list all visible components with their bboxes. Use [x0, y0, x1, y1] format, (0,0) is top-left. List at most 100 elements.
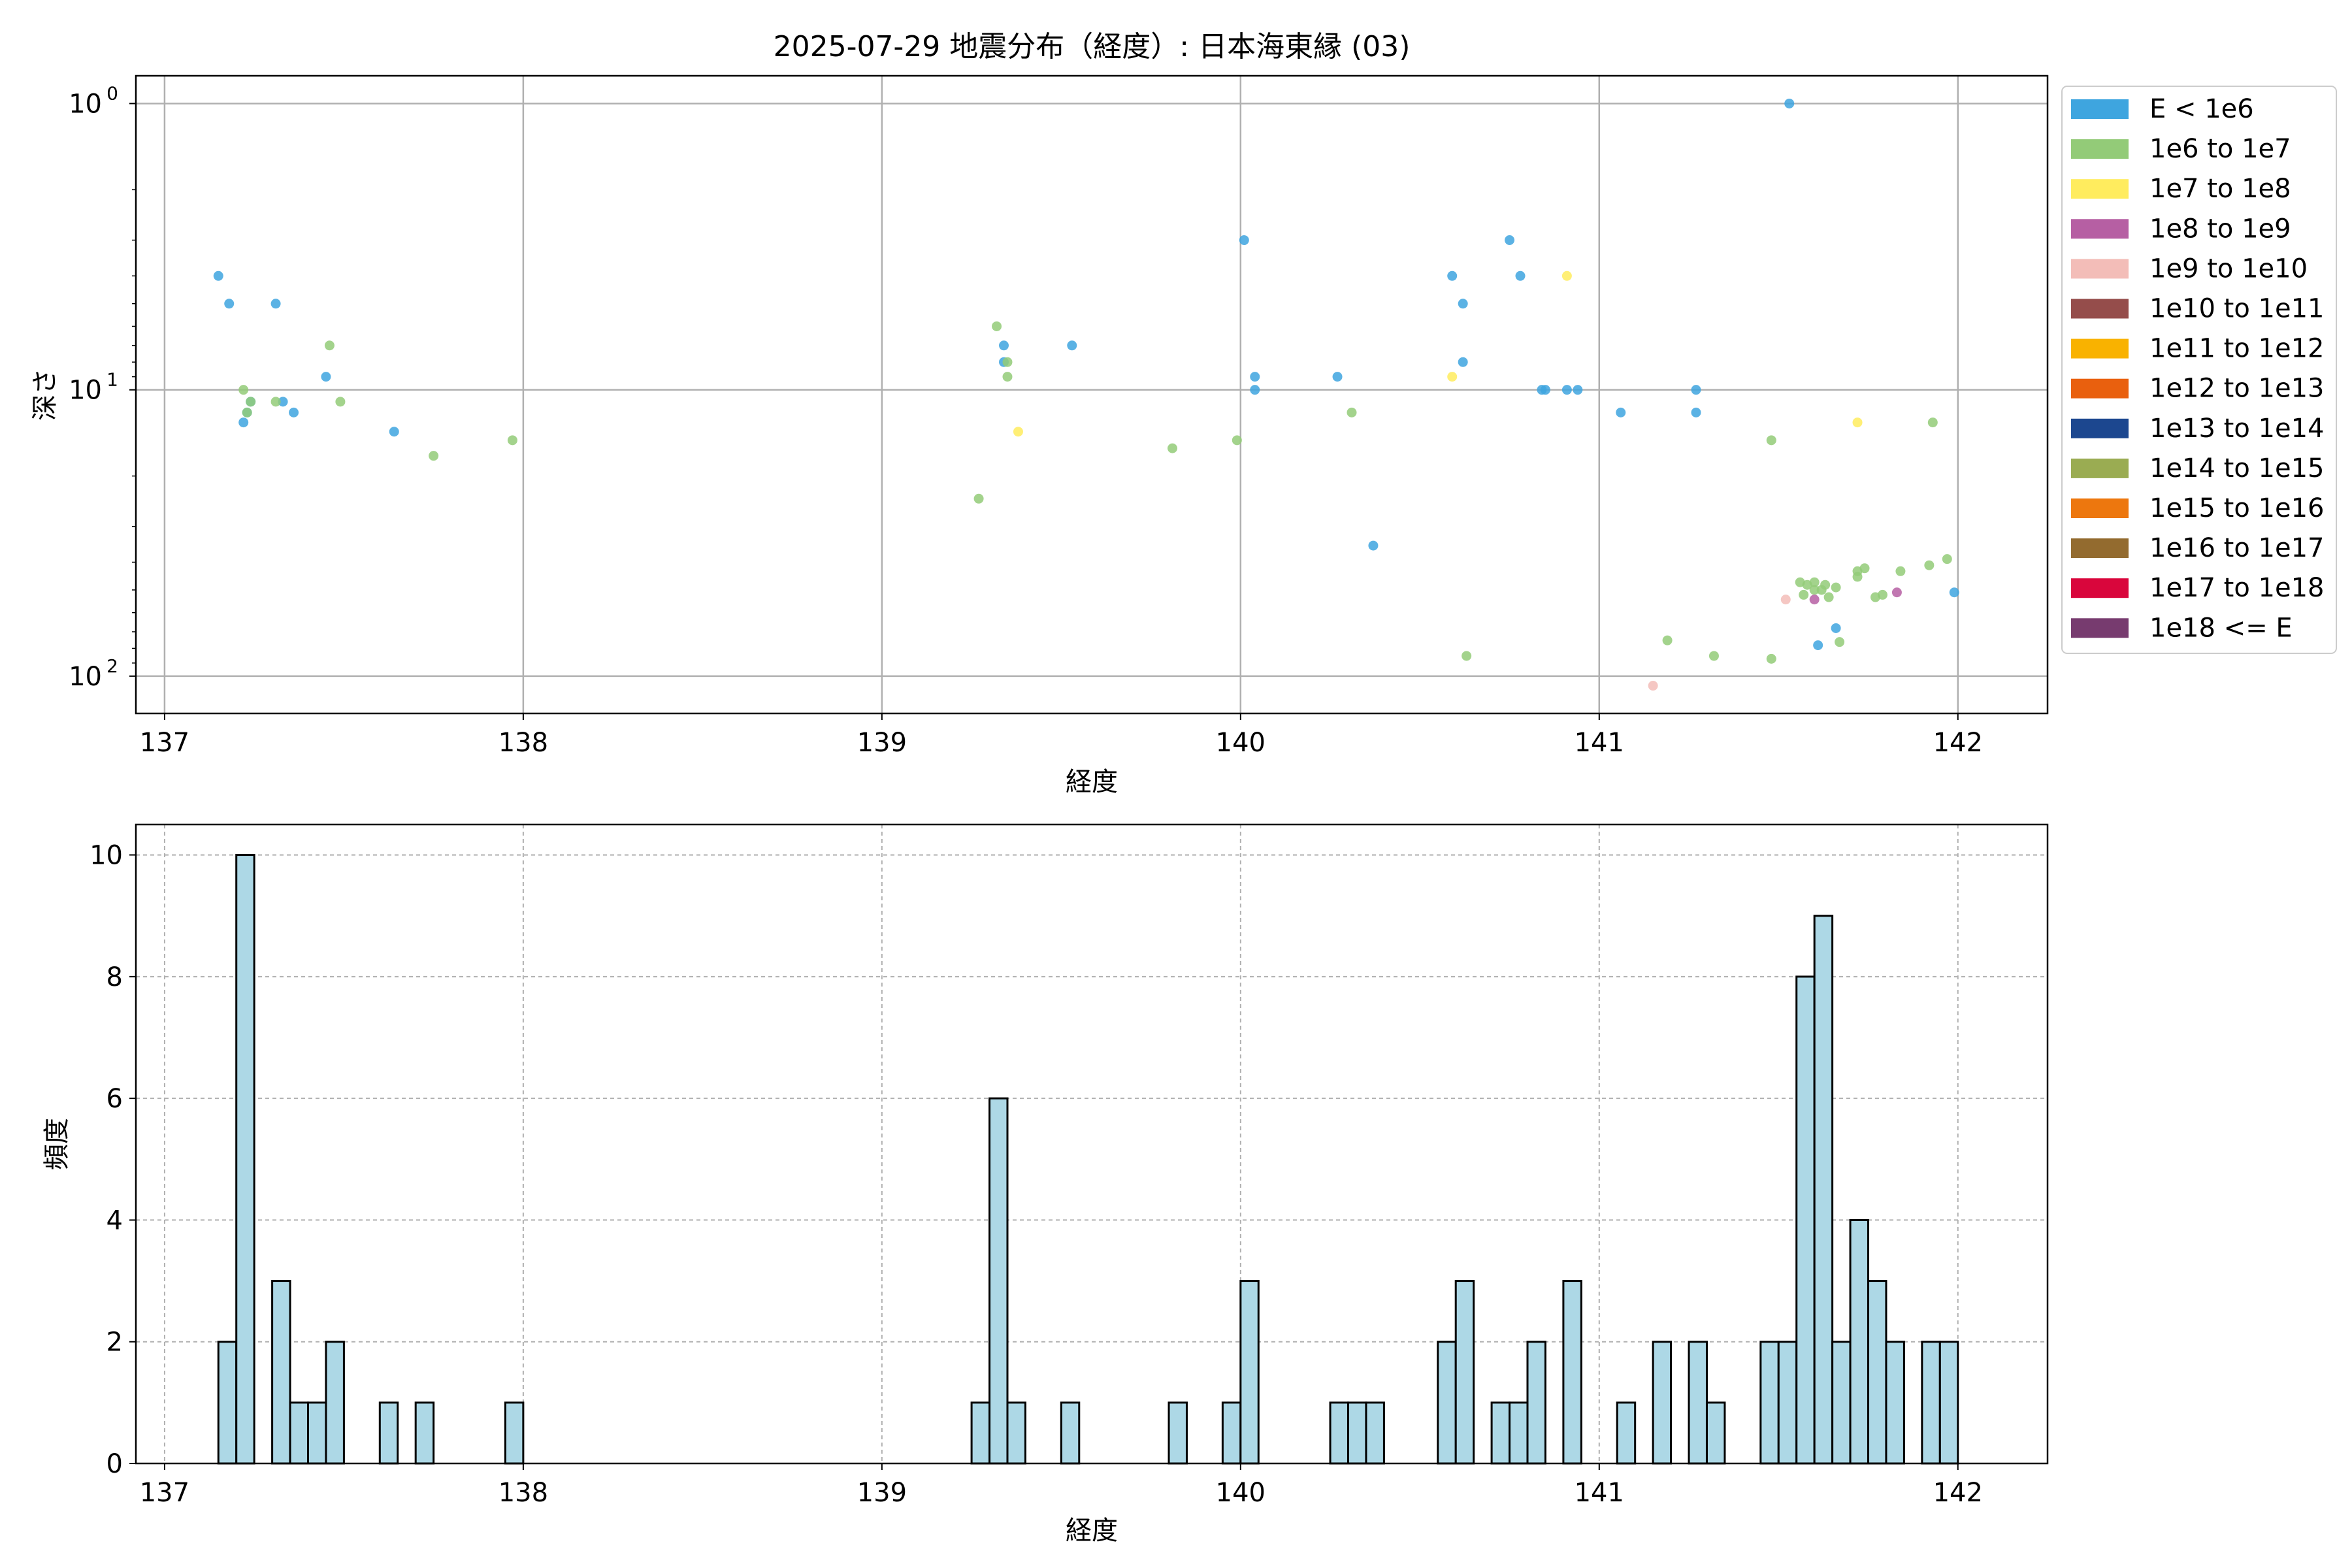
histogram-bar [1239, 1280, 1260, 1465]
histogram-x-tick-label: 137 [140, 1478, 189, 1508]
scatter-point [1067, 340, 1077, 351]
histogram-bar [307, 1401, 327, 1465]
histogram-y-tick-label: 0 [106, 1449, 123, 1479]
scatter-point [1250, 385, 1260, 395]
scatter-x-tick-label: 139 [857, 728, 907, 758]
scatter-point [1895, 566, 1906, 576]
legend-swatch [2071, 299, 2129, 319]
legend-swatch [2071, 458, 2129, 478]
histogram-bar [1221, 1401, 1242, 1465]
histogram-bar [271, 1280, 291, 1465]
legend-label: 1e16 to 1e17 [2149, 533, 2325, 563]
scatter-x-tick-label: 138 [498, 728, 548, 758]
histogram-bar [1777, 1341, 1798, 1465]
scatter-point [238, 417, 249, 428]
scatter-point [335, 397, 346, 407]
scatter-point [324, 340, 335, 351]
legend-label: 1e8 to 1e9 [2149, 214, 2291, 244]
scatter-points [213, 98, 1959, 691]
scatter-plot-area [136, 76, 2048, 713]
legend-swatch [2071, 418, 2129, 438]
legend-label: 1e14 to 1e15 [2149, 453, 2325, 483]
histogram-bar [1006, 1401, 1026, 1465]
scatter-point [999, 340, 1009, 351]
histogram-y-ticks: 0 2 4 6 8 10 [90, 841, 136, 1479]
scatter-point [1859, 563, 1870, 574]
histogram-bar [1454, 1280, 1475, 1465]
histogram-bar [235, 854, 255, 1465]
histogram-y-tick-label: 2 [106, 1328, 123, 1358]
scatter-point [389, 427, 399, 437]
scatter-point [1540, 385, 1550, 395]
histogram-panel: 137 138 139 140 141 142 0 2 4 6 8 10 経度 頻度 [42, 823, 2049, 1546]
scatter-frame [135, 74, 2049, 715]
histogram-bar [1365, 1401, 1385, 1465]
histogram-y-tick-label: 10 [90, 841, 123, 871]
histogram-bar [1921, 1341, 1941, 1465]
legend-swatch [2071, 219, 2129, 239]
legend-swatch [2071, 378, 2129, 399]
scatter-x-axis-label: 経度 [1066, 767, 1118, 797]
scatter-point [1616, 407, 1626, 417]
scatter-point [1927, 417, 1938, 428]
scatter-point [1924, 560, 1935, 570]
legend-label: 1e9 to 1e10 [2149, 253, 2308, 284]
scatter-point [224, 299, 235, 309]
scatter-point [1648, 681, 1658, 691]
scatter-point [1458, 357, 1468, 367]
histogram-y-tick-label: 6 [106, 1084, 123, 1114]
histogram-bar [1688, 1341, 1708, 1465]
scatter-point [1780, 595, 1791, 605]
scatter-point [1813, 640, 1823, 651]
histogram-bar [1705, 1401, 1726, 1465]
scatter-point [246, 397, 256, 407]
scatter-point [429, 451, 439, 461]
scatter-point [1831, 623, 1841, 633]
histogram-bar [970, 1401, 991, 1465]
histogram-x-tick-label: 140 [1216, 1478, 1266, 1508]
scatter-y-tick-exponent: 0 [106, 82, 118, 104]
legend-label: 1e12 to 1e13 [2149, 374, 2325, 404]
legend-swatch [2071, 179, 2129, 199]
scatter-point [1002, 357, 1013, 367]
legend-label: 1e13 to 1e14 [2149, 414, 2325, 444]
scatter-point [1949, 587, 1959, 598]
scatter-point [1447, 372, 1458, 382]
histogram-y-axis-label: 頻度 [42, 1118, 72, 1170]
histogram-bar [1168, 1401, 1188, 1465]
histogram-y-tick-label: 8 [106, 962, 123, 992]
histogram-bar [1938, 1341, 1959, 1465]
scatter-point [1515, 270, 1526, 281]
legend: E < 1e6 1e6 to 1e7 1e7 to 1e8 1e8 to 1e9 1e9… [2061, 86, 2337, 654]
scatter-point [242, 407, 252, 417]
scatter-point [270, 397, 281, 407]
histogram-x-tick-label: 142 [1933, 1478, 1983, 1508]
scatter-point [1823, 592, 1834, 602]
histogram-bar [1849, 1218, 1870, 1465]
histogram-bar [1329, 1401, 1350, 1465]
scatter-point [213, 270, 223, 281]
legend-label: 1e6 to 1e7 [2149, 134, 2291, 164]
legend-label: 1e10 to 1e11 [2149, 294, 2325, 324]
scatter-point [1784, 98, 1795, 108]
scatter-point [1799, 589, 1809, 600]
histogram-bar [1813, 915, 1834, 1465]
scatter-point [1766, 435, 1776, 446]
legend-label: 1e17 to 1e18 [2149, 573, 2325, 603]
scatter-point [1168, 443, 1178, 453]
legend-swatch [2071, 338, 2129, 359]
scatter-point [1013, 427, 1023, 437]
legend-label: 1e11 to 1e12 [2149, 334, 2325, 364]
histogram-bars [217, 854, 1959, 1465]
scatter-y-tick-label: 10 [69, 89, 102, 119]
scatter-x-tick-label: 142 [1933, 728, 1983, 758]
scatter-point [1250, 372, 1260, 382]
histogram-bar [414, 1401, 435, 1465]
scatter-point [270, 299, 281, 309]
scatter-grid [136, 76, 2048, 713]
histogram-bar [217, 1341, 238, 1465]
scatter-x-tick-label: 141 [1575, 728, 1624, 758]
histogram-bar [1652, 1341, 1673, 1465]
